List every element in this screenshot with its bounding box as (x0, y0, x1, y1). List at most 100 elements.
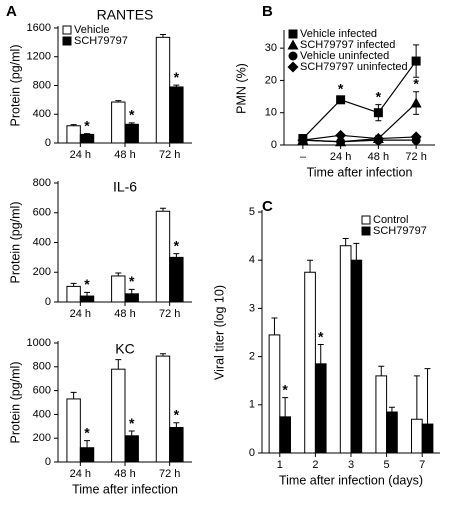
error-bar (70, 391, 77, 399)
x-tick-label: 72 h (159, 468, 180, 480)
y-tick-label: 400 (33, 108, 51, 120)
significance-mark: * (338, 80, 344, 96)
legend-label: SCH79797 infected (300, 39, 395, 51)
error-bar (128, 430, 135, 436)
y-tick-label: 0 (45, 137, 51, 149)
marker (336, 137, 346, 147)
y-tick-label: 5 (249, 206, 255, 218)
y-tick-label: 20 (265, 74, 277, 86)
bar (124, 123, 139, 144)
y-tick-label: 0 (45, 456, 51, 468)
x-tick-label: 24 h (70, 149, 91, 161)
x-tick-label: 24 h (70, 308, 91, 320)
x-tick-label: 1 (277, 459, 283, 471)
significance-mark: * (129, 415, 135, 431)
significance-mark: * (84, 276, 90, 292)
y-tick-label: 10 (265, 107, 277, 119)
marker (287, 39, 299, 50)
legend-swatch (62, 36, 72, 46)
y-tick-label: 200 (33, 266, 51, 278)
x-axis-label: Time after infection (days) (279, 473, 423, 487)
error-bar (307, 259, 314, 273)
error-bar (115, 359, 122, 370)
chart-title: RANTES (97, 7, 154, 23)
x-tick-label: 72 h (159, 308, 180, 320)
bar (169, 86, 184, 144)
marker (288, 29, 298, 39)
bar (66, 125, 81, 144)
panel-letter: B (262, 3, 273, 20)
y-axis-label: Protein (pg/ml) (8, 362, 22, 444)
marker (336, 95, 346, 105)
error-bar (317, 344, 324, 364)
panel-letter: A (6, 3, 17, 20)
bar (350, 259, 363, 454)
error-bar (84, 291, 91, 297)
x-tick-label: 5 (384, 459, 390, 471)
x-axis-label: Time after infection (72, 482, 178, 496)
chart-title: KC (115, 341, 134, 357)
marker (372, 133, 384, 145)
error-bar (84, 440, 91, 448)
bar (411, 418, 423, 454)
marker (297, 134, 309, 146)
error-bar (424, 368, 431, 425)
line (302, 60, 417, 139)
bar (111, 101, 126, 144)
significance-mark: * (376, 88, 382, 104)
error-bar (353, 242, 360, 261)
y-tick-label: 1 (249, 399, 255, 411)
bar (111, 275, 126, 303)
x-axis-label: Time after infection (307, 165, 413, 179)
significance-mark: * (84, 424, 90, 440)
x-tick-label: 24 h (330, 151, 351, 163)
bar (155, 210, 171, 303)
error-bar (128, 288, 135, 294)
legend-label: SCH79797 (373, 225, 427, 237)
significance-mark: * (174, 69, 180, 85)
chart-title: IL-6 (113, 179, 137, 195)
significance-mark: * (413, 75, 419, 91)
bar (79, 447, 95, 463)
x-tick-label: 7 (419, 459, 425, 471)
bar (79, 295, 95, 303)
marker (373, 108, 383, 118)
y-tick-label: 2 (249, 351, 255, 363)
x-tick-label: 48 h (114, 149, 135, 161)
marker (287, 61, 299, 73)
bar (386, 411, 398, 454)
bar (66, 398, 81, 463)
bar (155, 36, 171, 144)
x-tick-label: 24 h (70, 468, 91, 480)
y-tick-label: 600 (33, 207, 51, 219)
panel-letter: C (262, 198, 273, 215)
bar (375, 375, 388, 454)
y-tick-label: 200 (33, 432, 51, 444)
error-bar (388, 406, 395, 413)
y-axis-label: PMN (%) (234, 63, 248, 114)
significance-mark: * (84, 117, 90, 133)
x-tick-label: 2 (312, 459, 318, 471)
significance-mark: * (174, 406, 180, 422)
y-axis-label: Protein (pg/ml) (8, 202, 22, 284)
error-bar (173, 253, 180, 258)
bar (268, 334, 281, 454)
x-tick-label: 48 h (368, 151, 389, 163)
error-bar (271, 317, 278, 335)
bar (79, 133, 95, 144)
bar (314, 363, 327, 454)
legend-label: Vehicle infected (300, 28, 377, 40)
line (302, 139, 417, 143)
y-tick-label: 800 (33, 79, 51, 91)
error-bar (378, 365, 385, 376)
legend-label: SCH79797 (74, 35, 128, 47)
y-tick-label: 1600 (27, 22, 51, 34)
x-tick-label: 72 h (405, 151, 426, 163)
bar (124, 293, 139, 303)
marker (410, 131, 422, 143)
error-bar (173, 422, 180, 428)
y-tick-label: 3 (249, 302, 255, 314)
bar (66, 285, 81, 303)
x-tick-label: 72 h (159, 149, 180, 161)
legend-label: SCH79797 uninfected (300, 61, 408, 73)
